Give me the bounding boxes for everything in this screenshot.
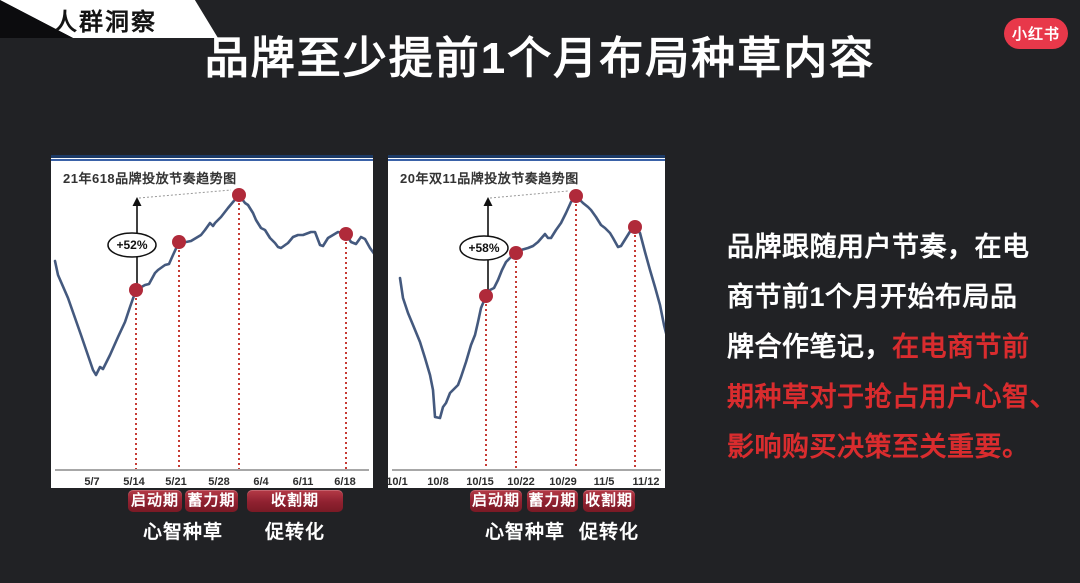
chart-double11-phase-layer: 启动期 蓄力期 收割期 心智种草 促转化 bbox=[388, 490, 665, 554]
xiaohongshu-logo: 小红书 bbox=[1004, 18, 1068, 49]
data-point bbox=[479, 289, 493, 303]
xiaohongshu-logo-label: 小红书 bbox=[1011, 26, 1060, 43]
chart-double11-block: 20年双11品牌投放节奏趋势图 10/1 10/8 10/15 10/22 10/29 1… bbox=[388, 155, 665, 557]
data-point bbox=[569, 189, 583, 203]
arrowhead-icon bbox=[132, 197, 142, 206]
data-point bbox=[232, 188, 246, 202]
x-tick-label: 11/5 bbox=[594, 476, 615, 488]
x-tick-label: 6/4 bbox=[253, 476, 269, 488]
insight-line: 牌合作笔记，在电商节前 bbox=[727, 322, 1080, 372]
chart-618-block: 21年618品牌投放节奏趋势图 5/7 5/14 5/21 5/28 6/4 6/11 6/… bbox=[51, 155, 373, 557]
data-point bbox=[509, 246, 523, 260]
panel-top-bar bbox=[388, 155, 665, 161]
insight-segment: 品牌跟随用户节奏，在电 bbox=[727, 232, 1030, 262]
peak-connector bbox=[489, 190, 569, 199]
insight-segment-red: 期种草对于抢占用户心智、 bbox=[727, 382, 1057, 412]
phase-group-label: 促转化 bbox=[578, 522, 639, 543]
chart-618-svg: 5/7 5/14 5/21 5/28 6/4 6/11 6/18 +52% bbox=[53, 188, 373, 488]
x-tick-label: 11/12 bbox=[633, 476, 660, 488]
chart-618-title: 21年618品牌投放节奏趋势图 bbox=[63, 171, 237, 186]
insight-segment: 牌合作笔记， bbox=[727, 332, 892, 362]
chart-double11-panel: 20年双11品牌投放节奏趋势图 10/1 10/8 10/15 10/22 10/29 1… bbox=[388, 155, 665, 488]
chart-double11-svg: 10/1 10/8 10/15 10/22 10/29 11/5 11/12 +58% bbox=[388, 189, 665, 488]
annotation-ellipse bbox=[459, 235, 509, 261]
x-tick-label: 6/18 bbox=[334, 476, 355, 488]
insight-segment: 商节前1个月开始布局品 bbox=[727, 282, 1018, 312]
x-tick-label: 10/15 bbox=[466, 476, 494, 488]
insight-text: 品牌跟随用户节奏，在电 商节前1个月开始布局品 牌合作笔记，在电商节前 期种草对于抢占… bbox=[727, 222, 1080, 472]
x-tick-label: 6/11 bbox=[293, 476, 314, 488]
phase-badge: 启动期 bbox=[128, 490, 182, 512]
x-tick-label: 5/21 bbox=[165, 476, 186, 488]
panel-top-bar bbox=[51, 155, 373, 161]
phase-badge: 启动期 bbox=[470, 490, 522, 512]
phase-badge: 蓄力期 bbox=[527, 490, 578, 512]
data-point bbox=[129, 283, 143, 297]
annotation-label: +52% bbox=[116, 238, 147, 252]
x-tick-label: 10/8 bbox=[427, 476, 448, 488]
chart-618-panel: 21年618品牌投放节奏趋势图 5/7 5/14 5/21 5/28 6/4 6/11 6/… bbox=[51, 155, 373, 488]
data-point bbox=[628, 220, 642, 234]
trend-line bbox=[398, 194, 665, 420]
chart-618-phase-layer: 启动期 蓄力期 收割期心智种草 促转化 bbox=[51, 490, 373, 554]
annotation-label: +58% bbox=[468, 241, 499, 255]
x-tick-label: 5/7 bbox=[84, 476, 99, 488]
arrowhead-icon bbox=[483, 197, 493, 206]
insight-line: 品牌跟随用户节奏，在电 bbox=[727, 222, 1080, 272]
phase-badge: 收割期 bbox=[583, 490, 635, 512]
data-point bbox=[339, 227, 353, 241]
x-tick-label: 10/29 bbox=[549, 476, 577, 488]
section-badge-label: 人群洞察 bbox=[53, 8, 157, 36]
phase-group-label: 心智种草 bbox=[484, 522, 565, 543]
page-title: 品牌至少提前1个月布局种草内容 bbox=[204, 34, 876, 83]
phase-badge: 收割期 bbox=[247, 490, 343, 512]
insight-line: 商节前1个月开始布局品 bbox=[727, 272, 1080, 322]
insight-line: 影响购买决策至关重要。 bbox=[727, 422, 1080, 472]
x-tick-label: 10/1 bbox=[388, 476, 408, 488]
phase-group-label: 心智种草 bbox=[142, 522, 223, 543]
phase-group-label: 促转化 bbox=[264, 522, 325, 543]
insight-segment-red: 影响购买决策至关重要。 bbox=[727, 432, 1030, 462]
x-tick-label: 10/22 bbox=[507, 476, 535, 488]
data-point bbox=[172, 235, 186, 249]
insight-segment-red: 在电商节前 bbox=[892, 332, 1030, 362]
x-tick-label: 5/14 bbox=[123, 476, 145, 488]
peak-connector bbox=[138, 189, 232, 199]
trend-line bbox=[53, 193, 373, 377]
x-tick-label: 5/28 bbox=[208, 476, 229, 488]
annotation-ellipse bbox=[107, 232, 157, 258]
insight-line: 期种草对于抢占用户心智、 bbox=[727, 372, 1080, 422]
phase-badge: 蓄力期 bbox=[185, 490, 238, 512]
chart-double11-title: 20年双11品牌投放节奏趋势图 bbox=[400, 171, 579, 186]
